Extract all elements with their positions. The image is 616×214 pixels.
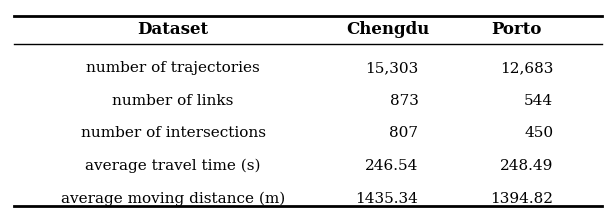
Text: 1394.82: 1394.82	[490, 192, 553, 206]
Text: number of trajectories: number of trajectories	[86, 61, 260, 75]
Text: Porto: Porto	[492, 21, 541, 38]
Text: Chengdu: Chengdu	[346, 21, 429, 38]
Text: 1435.34: 1435.34	[355, 192, 418, 206]
Text: 248.49: 248.49	[500, 159, 553, 173]
Text: average moving distance (m): average moving distance (m)	[61, 192, 285, 206]
Text: number of links: number of links	[112, 94, 234, 108]
Text: 450: 450	[524, 126, 553, 140]
Text: Dataset: Dataset	[137, 21, 209, 38]
Text: 15,303: 15,303	[365, 61, 418, 75]
Text: 544: 544	[524, 94, 553, 108]
Text: 12,683: 12,683	[500, 61, 553, 75]
Text: 807: 807	[389, 126, 418, 140]
Text: 246.54: 246.54	[365, 159, 418, 173]
Text: number of intersections: number of intersections	[81, 126, 265, 140]
Text: average travel time (s): average travel time (s)	[86, 159, 261, 173]
Text: 873: 873	[389, 94, 418, 108]
